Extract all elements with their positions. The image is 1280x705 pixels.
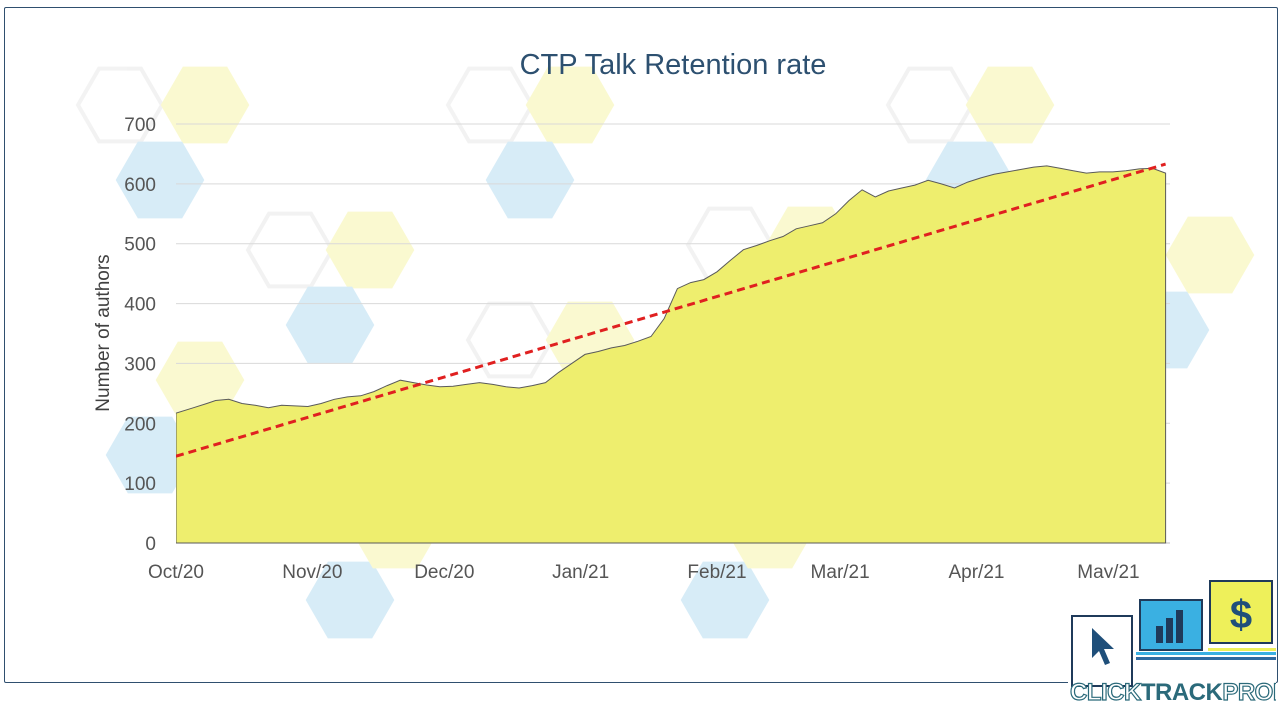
- chart-title: CTP Talk Retention rate: [520, 49, 827, 81]
- area-series: [176, 165, 1167, 544]
- y-tick-label: 500: [124, 235, 156, 256]
- y-tick-label: 100: [124, 474, 156, 495]
- x-tick-label: Nov/20: [282, 562, 342, 583]
- y-tick-label: 400: [124, 295, 156, 316]
- watermark-hexagon: [305, 561, 395, 639]
- watermark-hexagon: [115, 141, 205, 219]
- trend-line: [176, 162, 1167, 458]
- watermark-hexagon: [485, 141, 575, 219]
- watermark-hexagon: [445, 66, 535, 144]
- y-tick-label: 200: [124, 414, 156, 435]
- watermark-hexagon: [885, 66, 975, 144]
- logo-text-click: CLICK: [1070, 679, 1142, 704]
- watermark-hexagon: [105, 416, 195, 494]
- x-axis-ticks: Oct/20 Nov/20 Dec/20 Jan/21 Feb/21 Mar/21 Apr/…: [148, 562, 1140, 583]
- x-tick-label: May/21: [1077, 562, 1139, 583]
- y-tick-label: 0: [145, 534, 156, 555]
- watermark-hexagon: [285, 286, 375, 364]
- logo-text-track: TRACK: [1141, 679, 1224, 704]
- watermark-hexagon: [1165, 216, 1255, 294]
- x-tick-label: Mar/21: [811, 562, 870, 583]
- watermark-hexagon: [680, 561, 770, 639]
- clicktrackprofit-logo: $ CLICKTRACKPROFIT: [1068, 578, 1276, 704]
- x-tick-label: Jan/21: [552, 562, 609, 583]
- x-tick-label: Oct/20: [148, 562, 204, 583]
- dollar-symbol: $: [1230, 593, 1252, 637]
- watermark-hexagon: [325, 211, 415, 289]
- cursor-icon: [1071, 615, 1133, 687]
- watermark-hexagon: [75, 66, 165, 144]
- bar-chart-icon: [1139, 599, 1203, 651]
- y-tick-label: 600: [124, 175, 156, 196]
- watermark-hexagon: [965, 66, 1055, 144]
- x-tick-label: Apr/21: [948, 562, 1004, 583]
- watermark-hexagon: [160, 66, 250, 144]
- dollar-icon: $: [1209, 580, 1273, 644]
- logo-text-profit: PROFIT: [1222, 679, 1276, 704]
- x-tick-label: Feb/21: [687, 562, 746, 583]
- y-tick-label: 700: [124, 115, 156, 136]
- y-axis-ticks: 0 100 200 300 400 500 600 700: [124, 115, 156, 555]
- y-axis-label: Number of authors: [93, 254, 114, 411]
- svg-text:CLICKTRACKPROFIT: CLICKTRACKPROFIT: [1070, 679, 1276, 704]
- y-tick-label: 300: [124, 354, 156, 375]
- watermark-hexagon: [245, 211, 335, 289]
- watermark-hexagon: [525, 66, 615, 144]
- x-tick-label: Dec/20: [414, 562, 474, 583]
